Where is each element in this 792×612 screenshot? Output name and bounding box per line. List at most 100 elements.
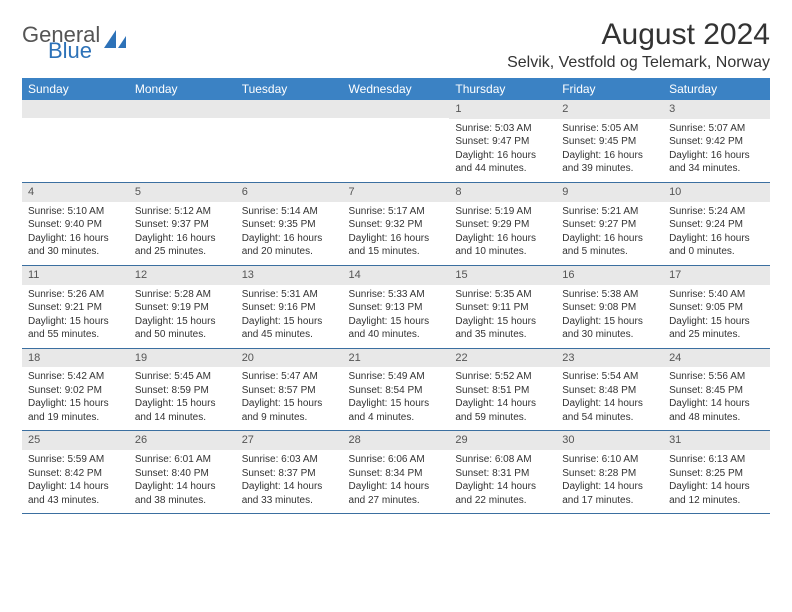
day-line: and 38 minutes. bbox=[135, 494, 230, 508]
day-line: Sunrise: 5:12 AM bbox=[135, 205, 230, 219]
day-cell: 11Sunrise: 5:26 AMSunset: 9:21 PMDayligh… bbox=[22, 265, 129, 348]
day-line: and 50 minutes. bbox=[135, 328, 230, 342]
logo-text-blue: Blue bbox=[48, 40, 100, 62]
day-line: and 14 minutes. bbox=[135, 411, 230, 425]
day-cell: 2Sunrise: 5:05 AMSunset: 9:45 PMDaylight… bbox=[556, 100, 663, 182]
day-header: Thursday bbox=[449, 78, 556, 100]
day-line: Sunset: 8:51 PM bbox=[455, 384, 550, 398]
day-content: Sunrise: 5:10 AMSunset: 9:40 PMDaylight:… bbox=[22, 202, 129, 265]
day-line: and 48 minutes. bbox=[669, 411, 764, 425]
day-number: 3 bbox=[663, 100, 770, 119]
day-line: and 20 minutes. bbox=[242, 245, 337, 259]
day-content: Sunrise: 5:42 AMSunset: 9:02 PMDaylight:… bbox=[22, 367, 129, 430]
day-line: Sunset: 9:40 PM bbox=[28, 218, 123, 232]
day-line: Sunset: 8:40 PM bbox=[135, 467, 230, 481]
day-line: and 10 minutes. bbox=[455, 245, 550, 259]
day-line: and 12 minutes. bbox=[669, 494, 764, 508]
day-line: Sunrise: 6:01 AM bbox=[135, 453, 230, 467]
day-line: Daylight: 16 hours bbox=[669, 232, 764, 246]
day-line: and 27 minutes. bbox=[349, 494, 444, 508]
day-line: and 33 minutes. bbox=[242, 494, 337, 508]
day-number bbox=[129, 100, 236, 118]
day-cell: 9Sunrise: 5:21 AMSunset: 9:27 PMDaylight… bbox=[556, 182, 663, 265]
week-row: 4Sunrise: 5:10 AMSunset: 9:40 PMDaylight… bbox=[22, 182, 770, 265]
day-cell bbox=[22, 100, 129, 182]
day-cell: 21Sunrise: 5:49 AMSunset: 8:54 PMDayligh… bbox=[343, 348, 450, 431]
day-line: Daylight: 15 hours bbox=[349, 315, 444, 329]
day-line: and 39 minutes. bbox=[562, 162, 657, 176]
day-header: Monday bbox=[129, 78, 236, 100]
day-number: 6 bbox=[236, 183, 343, 202]
day-content: Sunrise: 5:49 AMSunset: 8:54 PMDaylight:… bbox=[343, 367, 450, 430]
day-line: Sunrise: 5:19 AM bbox=[455, 205, 550, 219]
day-content: Sunrise: 5:52 AMSunset: 8:51 PMDaylight:… bbox=[449, 367, 556, 430]
day-line: Daylight: 16 hours bbox=[349, 232, 444, 246]
day-content: Sunrise: 5:21 AMSunset: 9:27 PMDaylight:… bbox=[556, 202, 663, 265]
day-line: Sunrise: 6:03 AM bbox=[242, 453, 337, 467]
day-cell: 6Sunrise: 5:14 AMSunset: 9:35 PMDaylight… bbox=[236, 182, 343, 265]
day-line: Daylight: 14 hours bbox=[562, 397, 657, 411]
day-content: Sunrise: 5:24 AMSunset: 9:24 PMDaylight:… bbox=[663, 202, 770, 265]
day-line: Daylight: 14 hours bbox=[28, 480, 123, 494]
day-line: Sunset: 9:24 PM bbox=[669, 218, 764, 232]
day-cell bbox=[129, 100, 236, 182]
day-number bbox=[22, 100, 129, 118]
day-cell: 5Sunrise: 5:12 AMSunset: 9:37 PMDaylight… bbox=[129, 182, 236, 265]
month-title: August 2024 bbox=[507, 18, 770, 52]
day-cell: 28Sunrise: 6:06 AMSunset: 8:34 PMDayligh… bbox=[343, 431, 450, 514]
day-line: Sunset: 9:29 PM bbox=[455, 218, 550, 232]
day-line: Sunset: 8:31 PM bbox=[455, 467, 550, 481]
day-line: and 4 minutes. bbox=[349, 411, 444, 425]
day-line: Sunrise: 5:17 AM bbox=[349, 205, 444, 219]
day-line: and 9 minutes. bbox=[242, 411, 337, 425]
day-cell: 26Sunrise: 6:01 AMSunset: 8:40 PMDayligh… bbox=[129, 431, 236, 514]
day-line: Sunset: 8:59 PM bbox=[135, 384, 230, 398]
day-content bbox=[343, 118, 450, 178]
day-line: Sunrise: 5:47 AM bbox=[242, 370, 337, 384]
day-line: and 22 minutes. bbox=[455, 494, 550, 508]
day-line: Sunset: 9:11 PM bbox=[455, 301, 550, 315]
day-line: and 25 minutes. bbox=[135, 245, 230, 259]
day-line: Sunset: 9:13 PM bbox=[349, 301, 444, 315]
day-number: 2 bbox=[556, 100, 663, 119]
day-cell: 22Sunrise: 5:52 AMSunset: 8:51 PMDayligh… bbox=[449, 348, 556, 431]
day-line: Daylight: 14 hours bbox=[242, 480, 337, 494]
day-cell: 20Sunrise: 5:47 AMSunset: 8:57 PMDayligh… bbox=[236, 348, 343, 431]
day-line: Sunrise: 6:06 AM bbox=[349, 453, 444, 467]
day-cell: 8Sunrise: 5:19 AMSunset: 9:29 PMDaylight… bbox=[449, 182, 556, 265]
day-content: Sunrise: 5:07 AMSunset: 9:42 PMDaylight:… bbox=[663, 119, 770, 182]
day-line: Sunset: 9:42 PM bbox=[669, 135, 764, 149]
day-cell: 3Sunrise: 5:07 AMSunset: 9:42 PMDaylight… bbox=[663, 100, 770, 182]
day-content: Sunrise: 5:31 AMSunset: 9:16 PMDaylight:… bbox=[236, 285, 343, 348]
day-cell: 31Sunrise: 6:13 AMSunset: 8:25 PMDayligh… bbox=[663, 431, 770, 514]
day-line: Sunrise: 5:21 AM bbox=[562, 205, 657, 219]
day-content: Sunrise: 5:33 AMSunset: 9:13 PMDaylight:… bbox=[343, 285, 450, 348]
day-line: and 15 minutes. bbox=[349, 245, 444, 259]
day-line: Sunrise: 5:31 AM bbox=[242, 288, 337, 302]
day-line: Daylight: 16 hours bbox=[242, 232, 337, 246]
day-line: Sunset: 9:37 PM bbox=[135, 218, 230, 232]
day-line: Daylight: 15 hours bbox=[669, 315, 764, 329]
day-number: 18 bbox=[22, 349, 129, 368]
day-cell: 23Sunrise: 5:54 AMSunset: 8:48 PMDayligh… bbox=[556, 348, 663, 431]
day-cell: 1Sunrise: 5:03 AMSunset: 9:47 PMDaylight… bbox=[449, 100, 556, 182]
logo-text: General Blue bbox=[22, 24, 100, 62]
day-number bbox=[343, 100, 450, 118]
logo: General Blue bbox=[22, 24, 128, 62]
day-number: 19 bbox=[129, 349, 236, 368]
day-number: 15 bbox=[449, 266, 556, 285]
day-line: Sunrise: 5:35 AM bbox=[455, 288, 550, 302]
day-line: Daylight: 15 hours bbox=[242, 397, 337, 411]
day-number: 20 bbox=[236, 349, 343, 368]
day-line: Daylight: 16 hours bbox=[455, 232, 550, 246]
day-content: Sunrise: 5:03 AMSunset: 9:47 PMDaylight:… bbox=[449, 119, 556, 182]
day-content: Sunrise: 5:38 AMSunset: 9:08 PMDaylight:… bbox=[556, 285, 663, 348]
week-row: 11Sunrise: 5:26 AMSunset: 9:21 PMDayligh… bbox=[22, 265, 770, 348]
day-number: 26 bbox=[129, 431, 236, 450]
day-number: 14 bbox=[343, 266, 450, 285]
day-content bbox=[236, 118, 343, 178]
day-line: Sunrise: 5:33 AM bbox=[349, 288, 444, 302]
day-line: Daylight: 15 hours bbox=[135, 397, 230, 411]
day-number: 5 bbox=[129, 183, 236, 202]
day-header-row: Sunday Monday Tuesday Wednesday Thursday… bbox=[22, 78, 770, 100]
